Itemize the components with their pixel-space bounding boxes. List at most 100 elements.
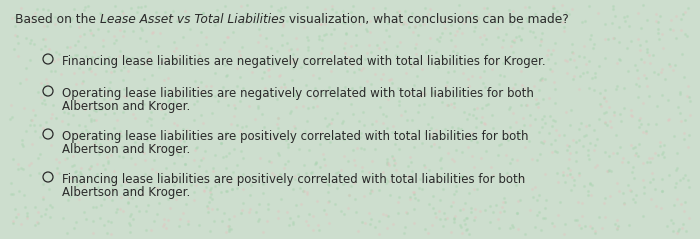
Point xyxy=(406,169,417,173)
Point xyxy=(109,180,120,184)
Point xyxy=(547,4,559,7)
Point xyxy=(232,163,243,167)
Point xyxy=(106,70,117,74)
Point xyxy=(201,204,212,207)
Point xyxy=(466,136,477,139)
Point xyxy=(613,189,624,193)
Point xyxy=(233,49,244,53)
Point xyxy=(400,211,412,214)
Point xyxy=(5,103,16,107)
Point xyxy=(573,128,584,131)
Point xyxy=(78,184,89,188)
Point xyxy=(485,165,496,169)
Point xyxy=(60,131,71,135)
Point xyxy=(612,84,623,88)
Point xyxy=(274,73,286,76)
Point xyxy=(540,77,551,81)
Point xyxy=(419,163,430,167)
Point xyxy=(71,183,83,187)
Point xyxy=(110,38,121,42)
Point xyxy=(624,189,636,192)
Point xyxy=(318,92,329,95)
Point xyxy=(316,51,327,54)
Point xyxy=(218,40,230,44)
Point xyxy=(583,59,594,63)
Point xyxy=(276,33,288,37)
Point xyxy=(562,59,573,63)
Point xyxy=(642,84,653,88)
Point xyxy=(25,123,36,127)
Point xyxy=(316,17,327,21)
Point xyxy=(360,221,371,225)
Point xyxy=(43,47,55,50)
Point xyxy=(223,152,235,155)
Point xyxy=(414,177,426,180)
Point xyxy=(568,58,580,62)
Point xyxy=(126,196,137,200)
Point xyxy=(380,28,391,32)
Point xyxy=(548,224,559,228)
Point xyxy=(369,147,380,151)
Point xyxy=(192,145,203,149)
Point xyxy=(97,14,108,17)
Point xyxy=(169,161,180,164)
Point xyxy=(174,180,186,184)
Point xyxy=(197,121,209,125)
Point xyxy=(130,186,141,190)
Point xyxy=(161,226,172,230)
Point xyxy=(416,67,428,71)
Point xyxy=(256,76,267,80)
Point xyxy=(583,123,594,126)
Point xyxy=(251,210,262,214)
Point xyxy=(615,58,626,62)
Point xyxy=(15,166,27,170)
Point xyxy=(295,65,307,69)
Point xyxy=(472,16,483,19)
Point xyxy=(438,224,449,228)
Point xyxy=(60,157,71,161)
Point xyxy=(347,21,358,24)
Point xyxy=(39,37,50,41)
Point xyxy=(76,81,88,85)
Point xyxy=(517,176,528,180)
Point xyxy=(288,220,299,224)
Point xyxy=(410,196,421,200)
Point xyxy=(287,52,298,56)
Point xyxy=(17,18,28,22)
Point xyxy=(435,198,446,202)
Point xyxy=(117,11,128,15)
Point xyxy=(82,130,93,134)
Point xyxy=(272,176,284,180)
Point xyxy=(640,76,652,80)
Point xyxy=(77,134,88,137)
Point xyxy=(102,137,113,141)
Point xyxy=(576,201,587,205)
Point xyxy=(547,151,558,154)
Point xyxy=(174,224,185,228)
Point xyxy=(638,178,649,182)
Point xyxy=(638,3,649,7)
Point xyxy=(667,28,678,32)
Point xyxy=(220,130,231,134)
Point xyxy=(621,46,632,50)
Point xyxy=(427,91,438,95)
Point xyxy=(323,61,334,65)
Point xyxy=(154,31,165,35)
Point xyxy=(258,71,270,74)
Point xyxy=(455,174,466,178)
Point xyxy=(447,125,458,129)
Point xyxy=(178,212,189,215)
Point xyxy=(89,118,100,122)
Point xyxy=(381,114,392,118)
Point xyxy=(284,58,295,61)
Point xyxy=(517,26,528,30)
Point xyxy=(234,75,246,79)
Point xyxy=(321,94,332,98)
Point xyxy=(412,74,423,78)
Point xyxy=(164,16,175,20)
Point xyxy=(433,145,444,149)
Point xyxy=(117,155,128,159)
Point xyxy=(433,209,444,213)
Point xyxy=(512,199,524,203)
Point xyxy=(470,13,482,17)
